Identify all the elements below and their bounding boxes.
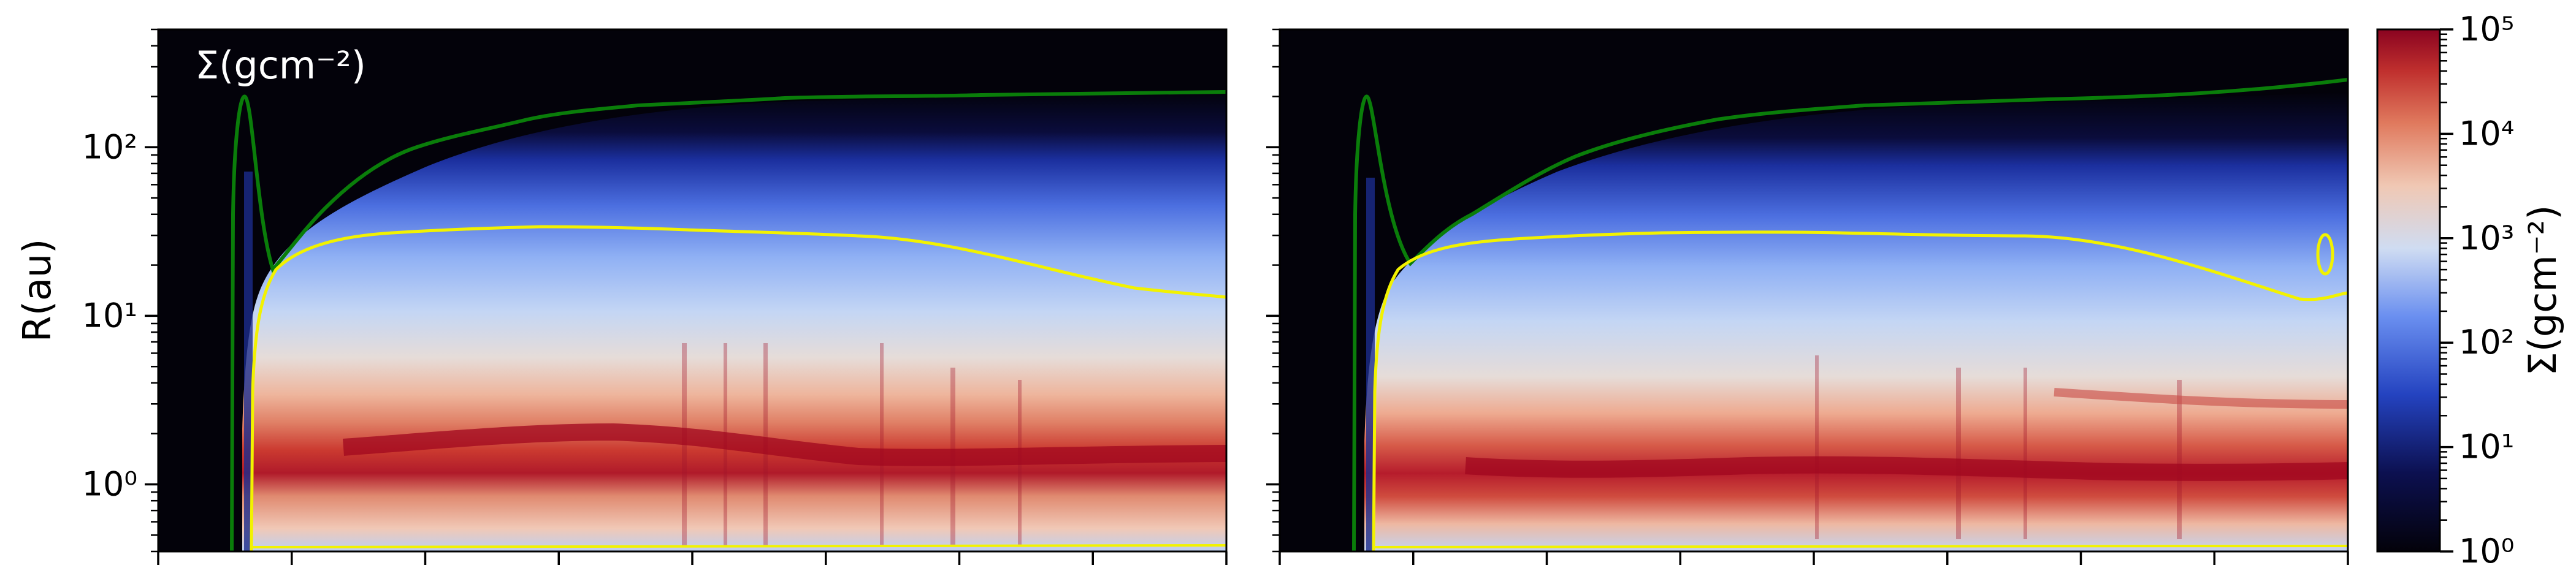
y-tick-label: 10¹ [82, 296, 137, 335]
left-density-ridge [343, 423, 1226, 466]
right-density-ridge-upper [2054, 388, 2348, 409]
colorbar-tick-label: 10⁴ [2459, 114, 2514, 153]
left-contour-inner-bottom [252, 544, 1226, 548]
right-striations [1815, 355, 2182, 539]
left-inner-strip [244, 172, 253, 551]
y-tick-label: 10² [82, 127, 137, 166]
colorbar-tick-label: 10⁰ [2459, 532, 2514, 570]
right-density-ridge [1465, 456, 2348, 481]
right-contour-inner [1372, 230, 2348, 551]
colorbar-ticks: 10⁰ 10¹ 10² 10³ 10⁴ 10⁵ [2440, 10, 2514, 570]
left-panel-title: Σ(gcm⁻²) [195, 43, 366, 88]
left-x-ticks [157, 551, 1228, 565]
left-y-ticks: 10⁰ 10¹ 10² [82, 28, 158, 553]
right-inner-strip [1366, 178, 1375, 551]
right-contour-inner-island [2316, 233, 2334, 276]
colorbar-tick-label: 10¹ [2459, 428, 2514, 466]
y-tick-label: 10⁰ [82, 465, 137, 504]
colorbar-tick-label: 10² [2459, 323, 2514, 362]
colorbar-frame [2376, 28, 2441, 553]
right-y-ticks [1266, 28, 1280, 553]
right-panel [1280, 29, 2348, 551]
right-x-ticks [1278, 551, 2349, 565]
right-contour-outer [1352, 78, 2348, 551]
right-contour-inner-bottom [1374, 545, 2348, 548]
left-contour-outer [230, 90, 1226, 551]
colorbar-tick-label: 10⁵ [2459, 10, 2514, 48]
colorbar-tick-label: 10³ [2459, 219, 2514, 257]
left-panel [158, 29, 1226, 551]
left-contour-inner [250, 225, 1226, 551]
colorbar-label: Σ(gcm⁻²) [2520, 205, 2565, 376]
colorbar [2377, 29, 2440, 551]
right-density-field [1364, 92, 2348, 551]
left-y-axis-label: R(au) [15, 239, 59, 343]
